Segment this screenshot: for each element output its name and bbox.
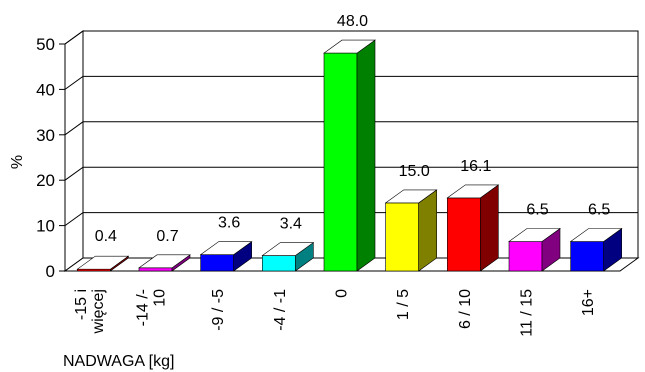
bar-top: [138, 254, 191, 269]
gridline: [64, 166, 638, 181]
bar-top: [76, 255, 130, 270]
bar-front: [138, 267, 173, 272]
bar: [323, 39, 376, 272]
gridline: [64, 121, 638, 136]
y-tick-label: 30: [36, 126, 55, 145]
data-label: 0.7: [156, 228, 178, 245]
data-label: 16.1: [460, 158, 491, 175]
y-tick-label: 50: [36, 35, 55, 54]
bar-top: [261, 242, 315, 256]
bar-front: [385, 202, 419, 272]
gridlines: [64, 30, 638, 227]
data-labels: 0.4 0.7 3.6 3.4 48.0 15.0 16.1 6.5 6.5: [95, 13, 611, 245]
x-tick-label: -14 /-10: [135, 289, 169, 326]
x-tick-label: 16+: [580, 289, 597, 316]
y-tick-label: 20: [36, 171, 55, 190]
y-tick-label: 0: [46, 262, 55, 281]
bar-side: [356, 39, 376, 272]
data-label: 15.0: [399, 163, 430, 180]
bar-top: [384, 189, 438, 204]
y-tick-label: 40: [36, 80, 55, 99]
bar-front: [447, 197, 481, 272]
bar: [76, 255, 130, 272]
bar-front: [508, 241, 543, 272]
x-tick-label: 11 / 15: [519, 289, 536, 337]
bar: [384, 189, 438, 272]
bar: [261, 241, 315, 272]
x-tick-label: -9 / -5: [210, 289, 227, 331]
left-wall: [64, 30, 84, 272]
data-label: 48.0: [337, 13, 368, 30]
x-tick-label: 0: [334, 289, 351, 298]
gridline: [64, 30, 638, 45]
bar-front: [262, 255, 296, 272]
bar-top: [446, 184, 500, 199]
bar-top: [199, 241, 253, 255]
bar: [446, 184, 500, 272]
data-label: 6.5: [526, 201, 548, 218]
data-label: 3.4: [280, 216, 302, 233]
data-label: 0.4: [95, 228, 117, 245]
data-label: 3.6: [218, 215, 240, 232]
x-axis-title: NADWAGA [kg]: [63, 353, 174, 370]
bar-top: [508, 228, 561, 242]
x-tick-label: 1 / 5: [395, 289, 412, 320]
x-tick-label: -15 iwięcej: [73, 289, 107, 334]
bar-side: [418, 189, 437, 272]
bar-top: [569, 228, 623, 242]
bar: [569, 227, 623, 272]
y-tick-label: 10: [36, 217, 55, 236]
bar: [199, 241, 253, 272]
bar-top: [323, 39, 376, 54]
y-axis-title: %: [9, 155, 26, 169]
bars: [76, 39, 623, 272]
x-tick-label: 6 / 10: [457, 289, 474, 329]
bar-side: [480, 184, 499, 272]
x-axis: -15 iwięcej -14 /-10 -9 / -5 -4 / -1 0 1 / 5 6…: [73, 289, 597, 337]
bar-front: [570, 241, 604, 272]
y-axis: 0 10 20 30 40 50: [36, 35, 66, 281]
x-tick-label: -4 / -1: [272, 289, 289, 331]
bar: [508, 227, 561, 272]
data-label: 6.5: [588, 201, 610, 218]
bar: [138, 254, 191, 272]
bar-front: [200, 254, 234, 272]
gridline: [64, 75, 638, 90]
bar-front: [323, 52, 358, 272]
